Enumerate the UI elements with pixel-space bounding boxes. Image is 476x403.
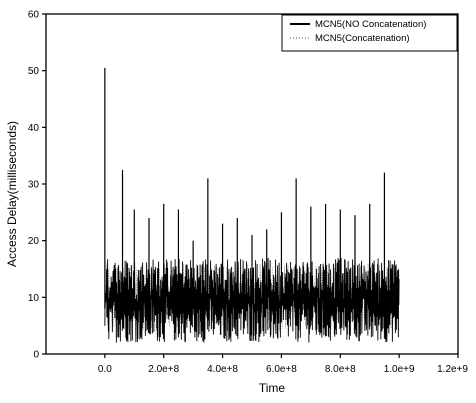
legend-box (281, 14, 458, 52)
y-axis-title: Access Delay(milliseconds) (5, 121, 19, 267)
y-tick-label: 0 (33, 350, 39, 361)
y-tick-label: 20 (28, 236, 40, 247)
x-tick-label: 8.0e+8 (325, 364, 356, 375)
y-tick-label: 40 (28, 123, 40, 134)
series-no-concatenation (104, 67, 400, 343)
series-layer (104, 67, 400, 343)
y-tick-label: 30 (28, 180, 40, 191)
legend: MCN5(NO Concatenation) MCN5(Concatenation… (281, 14, 458, 52)
y-axis: 0 10 20 30 40 50 60 (28, 10, 46, 361)
x-tick-label: 0.0 (98, 364, 112, 375)
x-tick-label: 1.2e+9 (437, 364, 468, 375)
y-tick-label: 50 (28, 66, 40, 77)
legend-label: MCN5(Concatenation) (315, 33, 410, 44)
legend-label: MCN5(NO Concatenation) (315, 19, 426, 30)
x-tick-label: 4.0e+8 (207, 364, 238, 375)
x-axis: 0.0 2.0e+8 4.0e+8 6.0e+8 8.0e+8 1.0e+9 1.2e+9 (98, 354, 468, 375)
y-tick-label: 10 (28, 293, 40, 304)
y-tick-label: 60 (28, 10, 40, 21)
x-tick-label: 6.0e+8 (266, 364, 297, 375)
x-axis-title: Time (259, 381, 286, 395)
x-tick-label: 2.0e+8 (148, 364, 179, 375)
x-tick-label: 1.0e+9 (384, 364, 415, 375)
